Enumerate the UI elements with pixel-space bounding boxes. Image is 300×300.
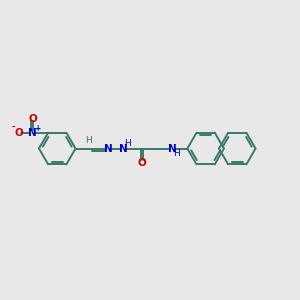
Text: H: H [124, 139, 131, 148]
Text: H: H [173, 149, 180, 158]
Text: O: O [28, 114, 37, 124]
Text: +: + [34, 124, 40, 133]
Text: O: O [137, 158, 146, 168]
Text: N: N [119, 143, 128, 154]
Text: N: N [104, 143, 113, 154]
Text: N: N [28, 128, 37, 138]
Text: N: N [168, 143, 176, 154]
Text: H: H [85, 136, 92, 145]
Text: O: O [15, 128, 24, 138]
Text: -: - [12, 123, 15, 132]
